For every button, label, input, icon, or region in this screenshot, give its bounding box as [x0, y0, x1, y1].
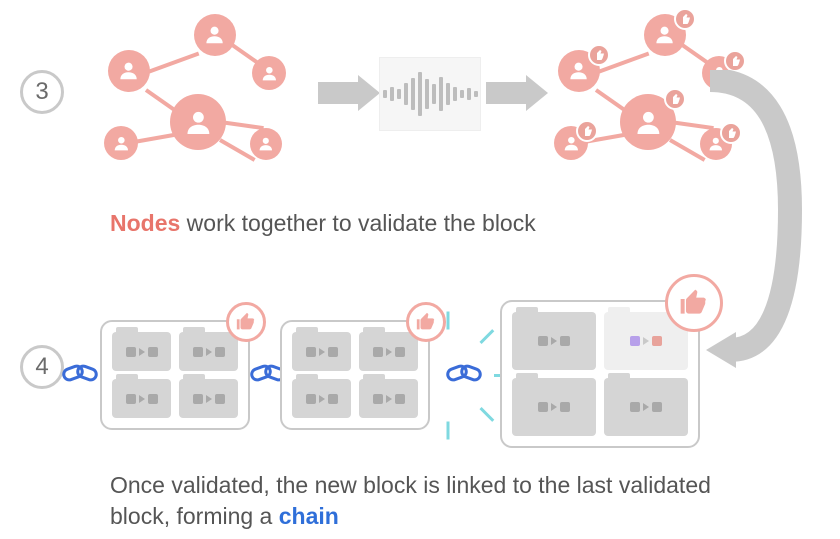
wave-bar [467, 88, 471, 100]
block-validated [100, 320, 250, 430]
waveform-box [380, 58, 480, 130]
thumbs-up-mini-icon [576, 120, 598, 142]
burst-ray [447, 422, 450, 440]
wave-bar [453, 87, 457, 101]
wave-bar [404, 83, 408, 105]
step-4-badge: 4 [20, 345, 64, 389]
folder-icon [179, 379, 238, 418]
thumbs-up-mini-icon [724, 50, 746, 72]
chain-link-2-new [446, 366, 482, 380]
network-node [250, 128, 282, 160]
step-3-caption-rest: work together to validate the block [180, 210, 535, 236]
network-node [170, 94, 226, 150]
folder-icon [179, 332, 238, 371]
network-edge [220, 120, 264, 130]
step-4-caption: Once validated, the new block is linked … [110, 470, 730, 532]
network-node [104, 126, 138, 160]
network-node [194, 14, 236, 56]
wave-bar [460, 90, 464, 98]
wave-bar [390, 87, 394, 101]
folder-icon [292, 332, 351, 371]
thumbs-up-mini-icon [588, 44, 610, 66]
step-3-badge: 3 [20, 70, 64, 114]
thumbs-up-mini-icon [664, 88, 686, 110]
wave-bar [411, 78, 415, 110]
arrow-to-wave [318, 78, 380, 108]
step-4-caption-pre: Once validated, the new block is linked … [110, 472, 711, 529]
thumbs-up-badge-icon [226, 302, 266, 342]
thumbs-up-mini-icon [674, 8, 696, 30]
step-3-caption: Nodes work together to validate the bloc… [110, 208, 536, 239]
block-validated [280, 320, 430, 430]
network-node [252, 56, 286, 90]
thumbs-up-badge-icon [406, 302, 446, 342]
folder-icon [292, 379, 351, 418]
network-left [100, 10, 310, 170]
folder-icon [512, 378, 596, 436]
folder-icon [112, 332, 171, 371]
folder-icon [359, 332, 418, 371]
folder-icon [604, 378, 688, 436]
step-3-number: 3 [35, 78, 48, 106]
folder-icon [112, 379, 171, 418]
step-3-caption-highlight: Nodes [110, 210, 180, 236]
wave-bar [418, 72, 422, 116]
wave-bar [446, 83, 450, 105]
burst-ray [479, 329, 494, 344]
chain-link-genesis [62, 366, 98, 380]
folder-icon [512, 312, 596, 370]
network-node [108, 50, 150, 92]
wave-bar [383, 90, 387, 98]
network-edge [147, 52, 199, 74]
wave-bar [397, 89, 401, 99]
wave-bar [432, 84, 436, 104]
step-4-number: 4 [35, 353, 48, 381]
step-4-caption-highlight: chain [279, 503, 339, 529]
block-new [500, 300, 700, 448]
wave-bar [474, 91, 478, 97]
thumbs-up-badge-icon [665, 274, 723, 332]
burst-ray [447, 312, 450, 330]
arrow-to-network [486, 78, 548, 108]
folder-icon [359, 379, 418, 418]
burst-ray [479, 407, 494, 422]
wave-bar [439, 77, 443, 111]
step-4-row [100, 290, 820, 460]
wave-bar [425, 79, 429, 109]
